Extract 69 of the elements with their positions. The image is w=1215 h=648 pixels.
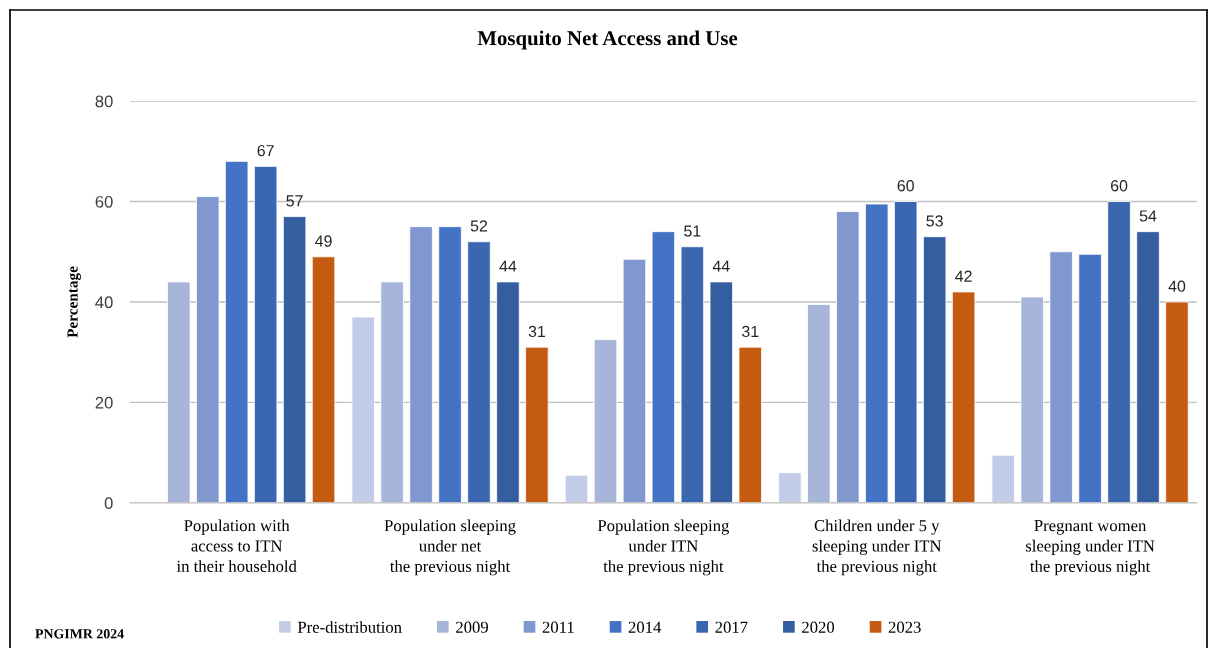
legend-label: Pre-distribution (297, 621, 402, 633)
bar (196, 196, 220, 503)
bar (893, 201, 918, 503)
chart-title: Mosquito Net Access and Use (477, 30, 738, 50)
bar (253, 165, 278, 503)
y-axis-title: Percentage (67, 266, 81, 338)
bar (593, 339, 618, 503)
bar (311, 256, 336, 503)
bar (467, 241, 491, 503)
legend-label: 2020 (802, 621, 835, 633)
bar (167, 281, 191, 503)
data-label: 40 (1168, 280, 1186, 292)
x-tick-label: Population with access to ITN in their household (176, 519, 297, 572)
bar (991, 454, 1015, 503)
bar (807, 304, 831, 503)
bar (380, 281, 404, 503)
x-tick-label: Population sleeping under ITN the previous night (597, 519, 730, 576)
y-tick-label: 0 (104, 497, 113, 510)
y-tick-label: 60 (95, 195, 113, 208)
x-tick-label: Population sleeping under net the previous night (384, 519, 516, 576)
data-label: 60 (1110, 180, 1128, 192)
data-label: 54 (1139, 210, 1157, 222)
text: PNGIMR 2024 (35, 629, 124, 639)
data-label: 67 (257, 144, 274, 157)
bar (836, 211, 860, 503)
bar (622, 258, 647, 503)
x-tick-label: Children under 5 y sleeping under ITN the previous night (812, 519, 942, 576)
bar (922, 236, 947, 503)
y-tick-label: 40 (95, 296, 113, 309)
bar (224, 160, 249, 503)
bar (438, 226, 462, 503)
bar (865, 203, 889, 503)
bar (951, 291, 976, 503)
bar (282, 216, 307, 503)
data-label: 44 (499, 260, 517, 272)
bar (1049, 251, 1073, 503)
data-label: 52 (470, 220, 488, 232)
bar (680, 246, 705, 503)
bar (564, 474, 589, 503)
data-label: 44 (712, 260, 730, 272)
bar (778, 472, 802, 503)
bar (709, 281, 734, 503)
legend-label: 2011 (542, 621, 574, 633)
data-label: 31 (741, 325, 759, 338)
data-label: 60 (897, 180, 914, 192)
y-tick-label: 80 (95, 95, 113, 108)
legend-label: 2009 (456, 621, 488, 633)
data-label: 31 (528, 325, 546, 338)
bar (1078, 253, 1102, 503)
y-tick-label: 20 (95, 396, 113, 409)
data-label: 57 (286, 195, 303, 207)
bar (409, 226, 433, 503)
bar (496, 281, 520, 503)
x-tick-label: Pregnant women sleeping under ITN the previous night (1025, 520, 1155, 576)
bar (1165, 301, 1189, 503)
bar (738, 346, 762, 503)
bar (351, 316, 375, 503)
legend-label: 2017 (715, 621, 748, 633)
data-label: 49 (315, 235, 332, 247)
bar (1020, 296, 1044, 503)
legend-label: 2023 (888, 621, 921, 633)
legend-label: 2014 (628, 621, 662, 633)
data-label: 42 (955, 270, 972, 282)
data-label: 53 (926, 215, 943, 227)
data-label: 51 (684, 225, 701, 237)
bar (1136, 231, 1160, 503)
bar (651, 231, 676, 503)
bar (525, 346, 549, 503)
bar (1107, 201, 1131, 503)
